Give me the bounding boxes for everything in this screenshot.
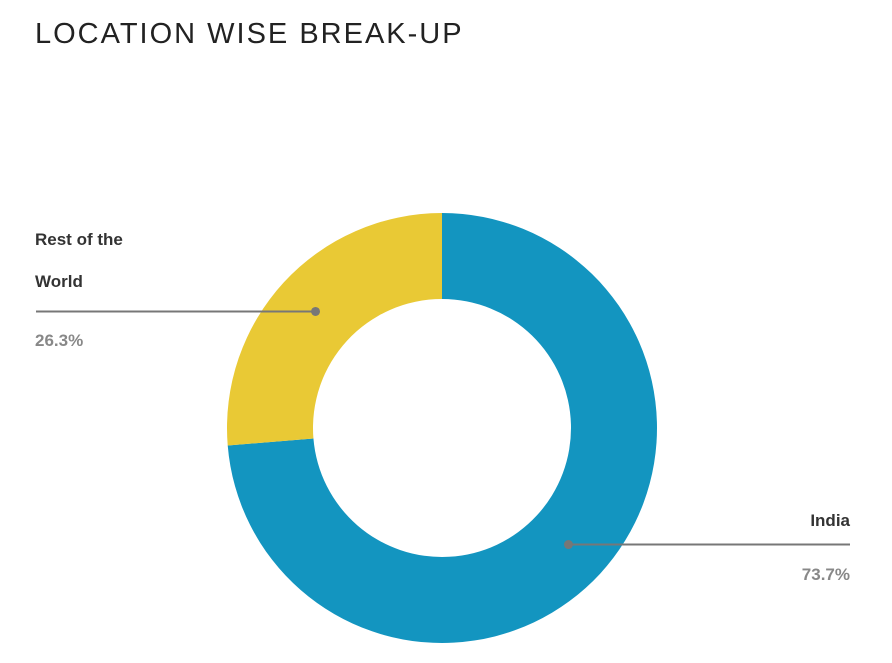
leader-dot	[563, 540, 573, 550]
slice-label: Rest of the World	[35, 230, 123, 292]
slice-label: India	[810, 510, 850, 530]
donut-slice	[227, 213, 442, 446]
chart-title: LOCATION WISE BREAK-UP	[35, 18, 464, 50]
slice-value: 73.7%	[801, 564, 850, 584]
slice-value: 26.3%	[35, 331, 84, 351]
donut-slice	[227, 213, 657, 644]
leader-dot	[311, 306, 321, 316]
